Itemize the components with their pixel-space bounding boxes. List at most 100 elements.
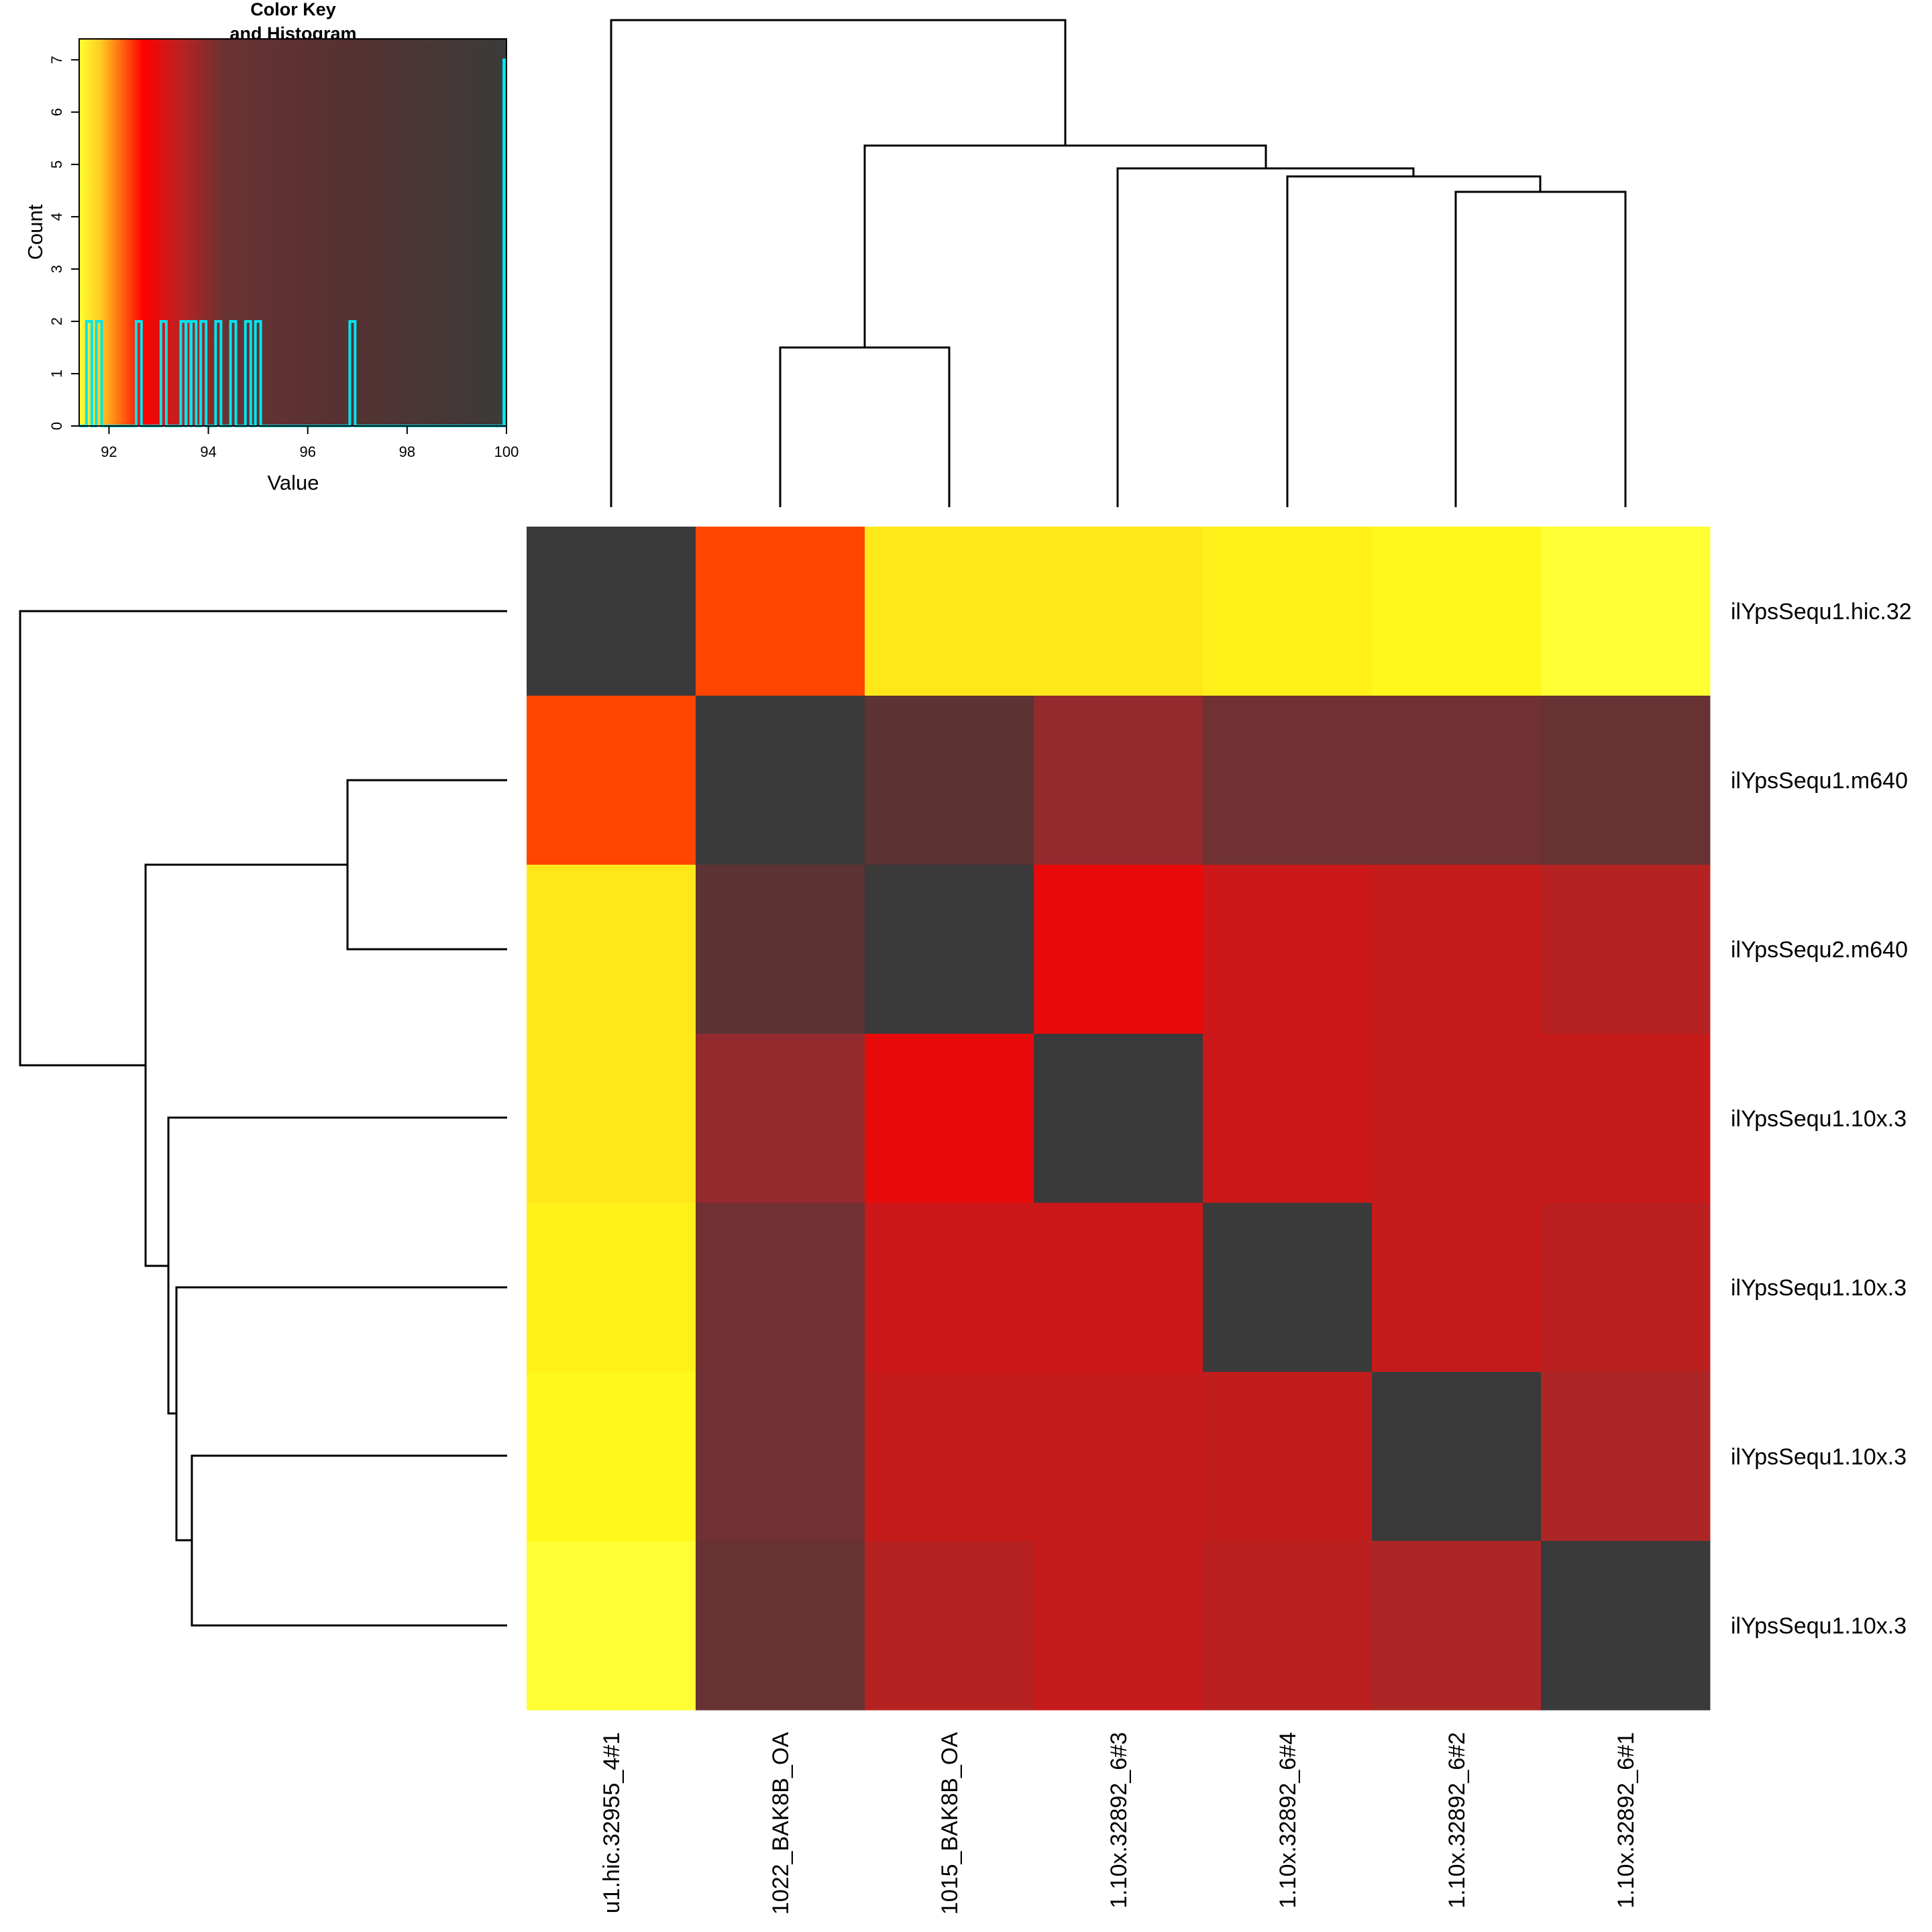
heatmap-cell (1034, 865, 1203, 1034)
color-key-ylabel: Count (23, 204, 47, 260)
row-dendrogram (19, 610, 507, 1627)
heatmap-cell (527, 696, 696, 865)
row-labels: ilYpsSequ1.hic.32 ilYpsSequ1.m640 ilYpsSeq… (1731, 599, 1912, 1639)
heatmap-cell (1203, 1034, 1373, 1203)
heatmap-cell (1203, 1203, 1373, 1373)
heatmap-cell (527, 1372, 696, 1542)
row-dendro-merge-5-67 (175, 1286, 507, 1542)
row-dendro-merge-2-3 (346, 779, 507, 951)
heatmap-cell (696, 527, 865, 696)
heatmap-cell (527, 1034, 696, 1203)
col-dendro-root (610, 19, 1067, 507)
heatmap-cell (865, 1541, 1034, 1711)
heatmap-cell (1034, 1203, 1203, 1373)
col-dendro-merge-23-4567 (863, 144, 1267, 347)
column-label: 1.10x.32892_6#2 (1444, 1732, 1470, 1909)
column-label: 1022_BAK8B_OA (768, 1732, 794, 1915)
heatmap-cell (1541, 696, 1711, 865)
column-label: 1015_BAK8B_OA (937, 1732, 963, 1915)
heatmap-cell (1203, 1372, 1373, 1542)
heatmap-cell (1372, 696, 1542, 865)
heatmap-cell (1541, 527, 1711, 696)
column-label: 1.10x.32892_6#4 (1275, 1732, 1301, 1909)
column-label: 1.10x.32892_6#1 (1613, 1732, 1639, 1909)
heatmap-cell (527, 1541, 696, 1711)
y-tick-label: 2 (48, 317, 65, 325)
heatmap-cell (527, 527, 696, 696)
column-labels: u1.hic.32955_4#1 1022_BAK8B_OA 1015_BAK8B_… (599, 1732, 1639, 1915)
heatmap-cell (1541, 1203, 1711, 1373)
heatmap-cell (865, 527, 1034, 696)
heatmap-cell (1372, 1203, 1542, 1373)
heatmap-cells (527, 527, 1711, 1711)
column-dendrogram (610, 19, 1627, 507)
row-label: ilYpsSequ1.m640 (1731, 768, 1908, 794)
heatmap-cell (1034, 1034, 1203, 1203)
heatmap-cell (1203, 527, 1373, 696)
heatmap-cell (1541, 1034, 1711, 1203)
row-dendro-root (19, 610, 507, 1067)
heatmap-cell (696, 1034, 865, 1203)
x-tick-label: 94 (200, 443, 216, 460)
color-key-xlabel: Value (268, 471, 319, 494)
x-tick-label: 98 (399, 443, 415, 460)
heatmap-cell (527, 865, 696, 1034)
heatmap-cell (696, 865, 865, 1034)
heatmap-cell (527, 1203, 696, 1373)
col-dendro-merge-6-7 (1454, 191, 1627, 507)
row-label: ilYpsSequ1.10x.3 (1731, 1444, 1907, 1470)
row-label: ilYpsSequ1.10x.3 (1731, 1613, 1907, 1639)
column-label: u1.hic.32955_4#1 (599, 1732, 625, 1913)
color-key: Color Key and Histogram 92 94 96 98 100 0123… (23, 0, 519, 494)
color-key-gradient-bar (79, 39, 506, 426)
heatmap-cell (1372, 1372, 1542, 1542)
column-label: 1.10x.32892_6#3 (1106, 1732, 1132, 1909)
col-dendro-merge-5-67 (1286, 175, 1542, 507)
x-tick-label: 100 (494, 443, 519, 460)
heatmap-cell (1372, 527, 1542, 696)
heatmap-cell (696, 1372, 865, 1542)
y-tick-label: 1 (48, 370, 65, 378)
heatmap-cell (865, 865, 1034, 1034)
heatmap-cell (865, 696, 1034, 865)
color-key-title-line1: Color Key (250, 0, 336, 19)
heatmap-cell (1203, 1541, 1373, 1711)
col-dendro-merge-4-567 (1116, 167, 1415, 507)
heatmap-cell (1541, 1541, 1711, 1711)
heatmap-cell (1541, 1372, 1711, 1542)
heatmap-cell (1203, 865, 1373, 1034)
heatmap-cell (865, 1372, 1034, 1542)
y-tick-label: 4 (48, 213, 65, 221)
row-dendro-merge-23-4567 (144, 863, 347, 1267)
y-tick-label: 7 (48, 56, 65, 64)
row-dendro-merge-6-7 (191, 1454, 507, 1627)
heatmap-cell (865, 1203, 1034, 1373)
heatmap-cell (1372, 865, 1542, 1034)
row-label: ilYpsSequ1.hic.32 (1731, 599, 1912, 625)
heatmap-cell (1541, 865, 1711, 1034)
heatmap-cell (1034, 1372, 1203, 1542)
y-tick-label: 3 (48, 265, 65, 273)
heatmap-cell (1034, 527, 1203, 696)
color-key-x-axis: 92 94 96 98 100 (101, 425, 519, 460)
heatmap-cell (696, 1541, 865, 1711)
x-tick-label: 92 (101, 443, 117, 460)
heatmap-cell (696, 696, 865, 865)
y-tick-label: 6 (48, 108, 65, 116)
heatmap-cell (865, 1034, 1034, 1203)
heatmap-cell (1034, 1541, 1203, 1711)
row-label: ilYpsSequ2.m640 (1731, 937, 1908, 963)
heatmap-cell (1372, 1034, 1542, 1203)
color-key-y-axis: 0 1 2 3 4 5 6 7 (48, 56, 80, 430)
y-tick-label: 5 (48, 160, 65, 168)
row-dendro-merge-4-567 (167, 1116, 507, 1415)
y-tick-label: 0 (48, 422, 65, 430)
x-tick-label: 96 (299, 443, 315, 460)
row-label: ilYpsSequ1.10x.3 (1731, 1106, 1907, 1132)
row-label: ilYpsSequ1.10x.3 (1731, 1275, 1907, 1301)
col-dendro-merge-2-3 (779, 346, 951, 507)
heatmap-cell (1372, 1541, 1542, 1711)
heatmap-cell (1203, 696, 1373, 865)
heatmap-cell (696, 1203, 865, 1373)
